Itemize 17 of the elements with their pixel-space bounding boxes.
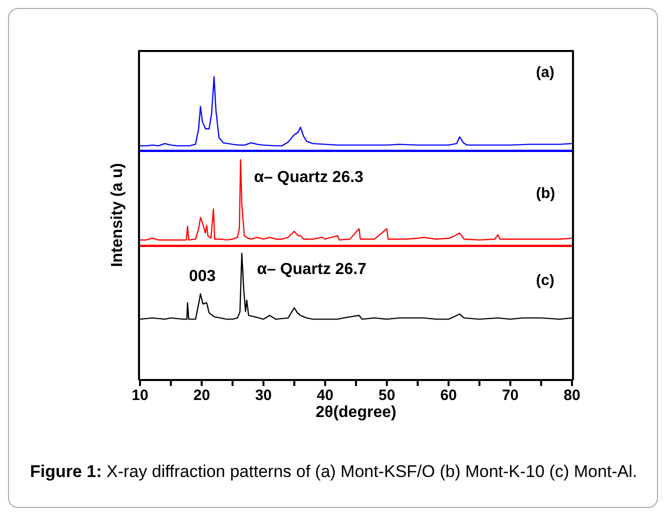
y-axis-title: Intensity (a u) [108, 162, 127, 270]
x-axis-title: 2θ(degree) [314, 404, 398, 422]
annotation: α– Quartz 26.3 [254, 169, 364, 187]
x-tick-label: 10 [132, 387, 148, 404]
annotation: 003 [189, 268, 216, 286]
annotation: (c) [536, 272, 554, 289]
annotation: (b) [536, 185, 556, 202]
x-tick-label: 60 [440, 387, 457, 404]
x-tick-label: 70 [502, 387, 519, 404]
annotation: (a) [536, 64, 554, 81]
x-tick-label: 80 [564, 387, 580, 404]
x-tick-label: 50 [378, 387, 396, 404]
x-tick-label: 40 [316, 387, 334, 404]
caption: Figure 1: X-ray diffraction patterns of (a) Mont-KSF/O (b) Mont-K-10 (c) Mont-Al. [30, 462, 638, 481]
x-tick-label: 20 [193, 387, 210, 404]
x-tick-label: 30 [255, 387, 272, 404]
annotation: α– Quartz 26.7 [257, 261, 366, 279]
